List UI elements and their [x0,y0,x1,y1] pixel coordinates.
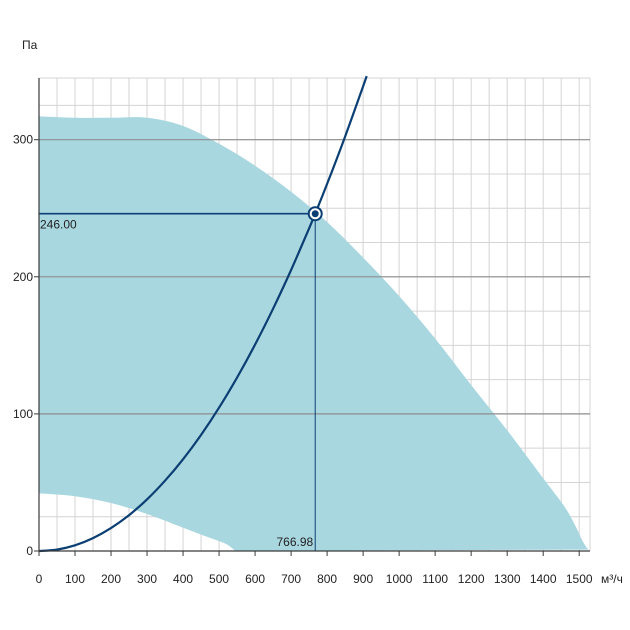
x-tick-label: 1200 [458,572,485,586]
x-tick-label: 600 [245,572,265,586]
y-tick-label: 0 [26,544,33,558]
y-tick-label: 300 [13,133,33,147]
system-curve [38,75,368,553]
x-tick-label: 300 [137,572,157,586]
x-tick-label: 1300 [494,572,521,586]
operating-point-pressure-label: 246.00 [40,218,77,232]
x-axis-ticks: 0 100 200 300 400 500 600 700 800 900 1000 1100 1200… [36,551,593,586]
x-tick-label: 700 [281,572,301,586]
operating-point-marker[interactable] [307,206,323,222]
x-axis-label: м³/ч [601,572,623,586]
x-tick-label: 800 [317,572,337,586]
y-tick-label: 100 [13,407,33,421]
x-tick-label: 900 [353,572,373,586]
operating-point-dot [311,210,319,218]
operating-point-flow-label: 766.98 [277,535,314,549]
x-tick-label: 1400 [530,572,557,586]
operating-region [39,116,589,552]
x-tick-label: 400 [173,572,193,586]
y-axis-ticks: 0 100 200 300 [13,133,39,558]
x-tick-label: 1500 [566,572,593,586]
x-tick-label: 100 [65,572,85,586]
y-tick-label: 200 [13,270,33,284]
x-tick-label: 200 [101,572,121,586]
x-tick-label: 500 [209,572,229,586]
x-tick-label: 1100 [422,572,448,586]
x-tick-label: 0 [36,572,43,586]
x-tick-label: 1000 [386,572,413,586]
major-grid [39,139,590,415]
y-axis-label: Па [22,38,38,52]
